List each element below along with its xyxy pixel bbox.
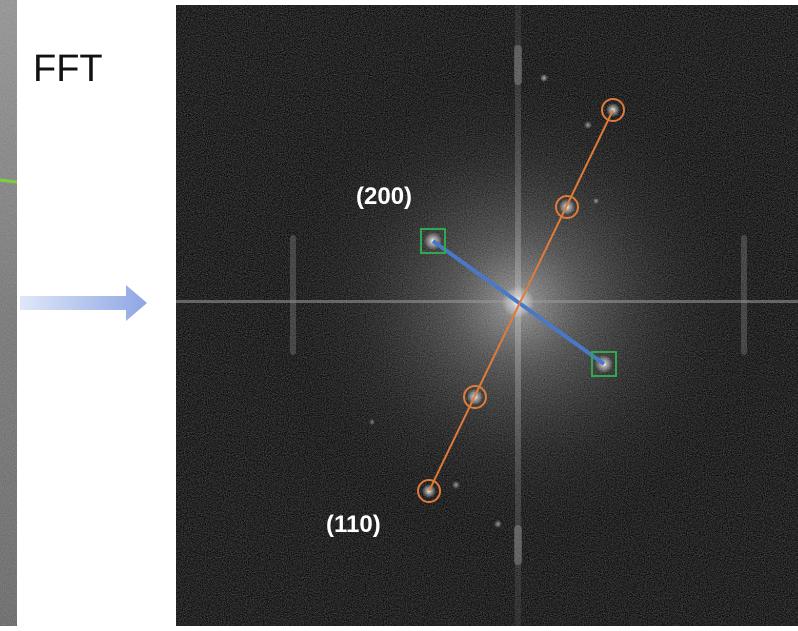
- stem-image-fragment: [0, 0, 17, 626]
- fft-pattern: (200) (110): [176, 5, 798, 626]
- reflection-110-line: [428, 109, 614, 492]
- reflection-200-marker: [591, 351, 617, 377]
- right-arrow-icon: [20, 284, 148, 327]
- reflection-110-marker: [555, 195, 579, 219]
- reflection-110-marker: [463, 385, 487, 409]
- green-marker-line: [0, 178, 17, 184]
- reflection-200-line: [431, 239, 606, 366]
- reflection-110-marker: [417, 479, 441, 503]
- label-110: (110): [326, 511, 381, 538]
- reflection-110-marker: [601, 98, 625, 122]
- label-200: (200): [356, 183, 413, 210]
- reflection-200-marker: [420, 228, 446, 254]
- fft-title: FFT: [33, 48, 103, 90]
